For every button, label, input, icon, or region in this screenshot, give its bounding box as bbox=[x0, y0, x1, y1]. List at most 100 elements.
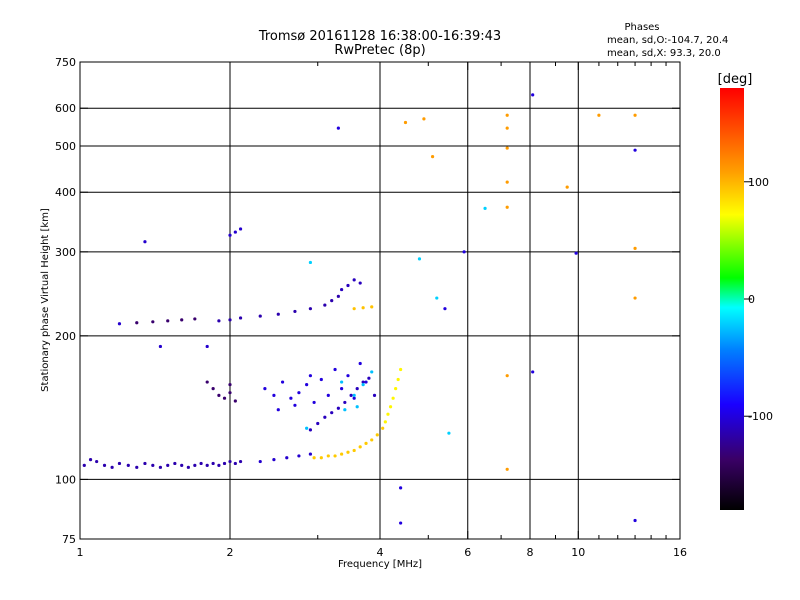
data-point bbox=[340, 380, 344, 384]
y-tick-label: 100 bbox=[55, 473, 76, 486]
data-point bbox=[293, 403, 297, 407]
data-point bbox=[316, 421, 320, 426]
data-point bbox=[352, 393, 356, 398]
data-point bbox=[361, 383, 365, 387]
data-point bbox=[205, 463, 209, 467]
data-point bbox=[319, 456, 323, 460]
data-point bbox=[375, 433, 379, 437]
data-point bbox=[531, 93, 535, 97]
data-point bbox=[228, 233, 232, 237]
data-point bbox=[462, 250, 466, 254]
x-axis-label: Frequency [MHz] bbox=[338, 559, 422, 570]
data-point bbox=[505, 113, 509, 117]
x-tick-label: 10 bbox=[571, 546, 585, 559]
x-tick-label: 16 bbox=[673, 546, 687, 559]
data-point bbox=[173, 461, 177, 466]
data-point bbox=[346, 283, 350, 288]
x-axis-ticks: 1 2 4 6 8 10 16 bbox=[77, 62, 687, 559]
data-point bbox=[135, 321, 139, 325]
data-point bbox=[346, 374, 350, 378]
data-point bbox=[238, 459, 243, 464]
data-point bbox=[211, 387, 215, 391]
data-point bbox=[361, 306, 365, 310]
colorbar bbox=[720, 88, 744, 510]
data-point bbox=[308, 452, 313, 456]
chart-title-line2: RwPretec (8p) bbox=[334, 43, 425, 58]
data-point bbox=[399, 521, 403, 525]
data-point bbox=[505, 374, 509, 378]
data-point bbox=[217, 319, 221, 323]
data-point bbox=[308, 374, 313, 378]
data-point bbox=[336, 126, 340, 130]
data-point bbox=[358, 445, 362, 449]
data-point bbox=[361, 380, 365, 384]
data-point bbox=[126, 463, 130, 467]
data-point bbox=[388, 405, 393, 409]
data-point bbox=[443, 307, 447, 311]
colorbar-tick-label: 0 bbox=[748, 293, 755, 306]
data-point bbox=[367, 376, 371, 380]
data-point bbox=[205, 380, 209, 384]
data-point bbox=[308, 428, 313, 432]
data-point bbox=[233, 461, 237, 466]
data-point bbox=[394, 387, 398, 391]
data-point bbox=[263, 387, 267, 391]
data-point bbox=[186, 465, 190, 469]
data-point bbox=[336, 294, 340, 298]
data-point bbox=[381, 426, 385, 430]
data-point bbox=[272, 393, 276, 398]
data-point bbox=[346, 450, 350, 454]
data-point bbox=[340, 287, 344, 292]
data-point bbox=[355, 405, 359, 409]
data-point bbox=[343, 408, 347, 412]
data-point bbox=[228, 459, 232, 464]
data-point bbox=[505, 126, 509, 130]
data-point bbox=[305, 383, 309, 387]
data-point bbox=[211, 461, 215, 466]
data-point bbox=[364, 441, 368, 445]
data-point bbox=[238, 227, 243, 231]
colorbar-tick-label: -100 bbox=[748, 410, 773, 423]
x-tick-label: 1 bbox=[77, 546, 84, 559]
data-point bbox=[297, 391, 301, 395]
stats-heading: Phases bbox=[624, 22, 659, 33]
data-point bbox=[565, 185, 569, 189]
data-point bbox=[158, 344, 163, 349]
data-point bbox=[117, 461, 122, 466]
data-point bbox=[352, 278, 356, 282]
data-point bbox=[355, 387, 359, 391]
x-tick-label: 6 bbox=[464, 546, 471, 559]
stats-o-text: mean, sd,O:-104.7, 20.4 bbox=[607, 35, 728, 46]
data-point bbox=[483, 206, 487, 210]
y-tick-label: 600 bbox=[55, 102, 76, 115]
data-point bbox=[143, 240, 147, 244]
data-point bbox=[633, 148, 637, 152]
data-point bbox=[193, 463, 197, 467]
data-point bbox=[531, 370, 535, 374]
data-point bbox=[180, 318, 184, 322]
data-point bbox=[391, 396, 395, 400]
data-point bbox=[95, 459, 99, 464]
data-point bbox=[88, 458, 93, 462]
data-point bbox=[403, 120, 408, 125]
data-point bbox=[193, 317, 197, 321]
data-point bbox=[217, 463, 221, 467]
y-tick-label: 200 bbox=[55, 330, 76, 343]
data-point bbox=[276, 408, 280, 412]
data-point bbox=[330, 299, 334, 303]
data-point bbox=[166, 319, 170, 323]
data-point bbox=[199, 461, 203, 466]
data-point bbox=[383, 420, 387, 424]
data-point bbox=[297, 454, 301, 458]
data-point bbox=[312, 400, 316, 405]
data-point bbox=[370, 370, 374, 374]
data-point bbox=[505, 146, 509, 150]
data-point bbox=[82, 463, 86, 467]
data-point bbox=[217, 393, 221, 398]
data-point bbox=[370, 305, 374, 309]
x-tick-label: 8 bbox=[527, 546, 534, 559]
data-point bbox=[319, 377, 323, 382]
data-point bbox=[158, 465, 163, 469]
data-point bbox=[333, 367, 337, 372]
data-point bbox=[326, 393, 330, 398]
